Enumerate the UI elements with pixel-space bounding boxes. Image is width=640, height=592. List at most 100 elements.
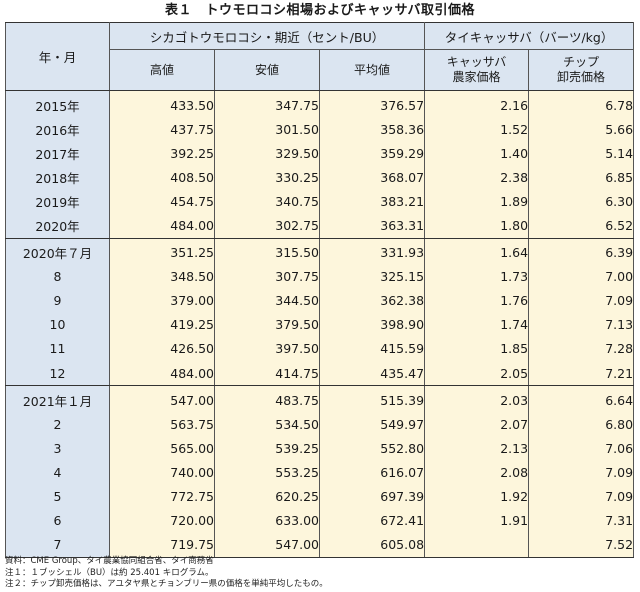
- table-row: 2 563.75 534.50 549.97 2.07 6.80: [5, 412, 635, 437]
- chip-price-cell: 7.09: [528, 460, 635, 485]
- low-cell: 315.50: [214, 238, 320, 265]
- farm-price-cell: 2.13: [424, 436, 530, 461]
- table-row: 11 426.50 397.50 415.59 1.85 7.28: [5, 336, 635, 362]
- farm-price-cell: 1.52: [424, 117, 530, 142]
- high-cell: 392.25: [109, 141, 215, 166]
- low-cell: 534.50: [214, 412, 320, 437]
- row-label-cell: 2020年: [5, 213, 110, 239]
- avg-cell: 363.31: [318, 213, 426, 239]
- chip-price-cell: 7.00: [528, 264, 635, 289]
- chip-price-cell: 6.64: [528, 385, 635, 413]
- chip-price-cell: 6.30: [528, 189, 635, 214]
- table-row: 2016年 437.75 301.50 358.36 1.52 5.66: [5, 117, 635, 142]
- farm-price-cell: 2.07: [424, 412, 530, 437]
- row-label-cell: 2020年７月: [5, 238, 110, 265]
- row-label-cell: 8: [5, 264, 110, 289]
- avg-header: 平均値: [318, 49, 426, 91]
- low-cell: 330.25: [214, 165, 320, 190]
- table-header: 年・月 シカゴトウモロコシ・期近（セント/BU） タイキャッサバ（バーツ/kg）…: [5, 22, 635, 91]
- high-cell: 740.00: [109, 460, 215, 485]
- avg-cell: 552.80: [318, 436, 426, 461]
- table-row: 10 419.25 379.50 398.90 1.74 7.13: [5, 312, 635, 337]
- row-label-cell: 7: [5, 532, 110, 558]
- row-label-cell: 6: [5, 508, 110, 533]
- farm-price-cell: [424, 532, 530, 558]
- farm-price-header: キャッサバ 農家価格: [424, 49, 530, 91]
- low-cell: 347.75: [214, 90, 320, 118]
- table-title: 表１ トウモロコシ相場およびキャッサバ取引価格: [165, 3, 475, 18]
- farm-price-cell: 1.40: [424, 141, 530, 166]
- row-label-header: 年・月: [5, 22, 110, 91]
- avg-cell: 383.21: [318, 189, 426, 214]
- farm-price-cell: 1.92: [424, 484, 530, 509]
- low-cell: 547.00: [214, 532, 320, 558]
- high-cell: 484.00: [109, 213, 215, 239]
- high-cell: 433.50: [109, 90, 215, 118]
- high-cell: 565.00: [109, 436, 215, 461]
- row-label-cell: 2018年: [5, 165, 110, 190]
- table-row: 2018年 408.50 330.25 368.07 2.38 6.85: [5, 165, 635, 190]
- low-cell: 539.25: [214, 436, 320, 461]
- high-cell: 719.75: [109, 532, 215, 558]
- corn-group-header: シカゴトウモロコシ・期近（セント/BU）: [108, 22, 426, 50]
- avg-cell: 672.41: [318, 508, 426, 533]
- farm-header-line1: キャッサバ: [446, 55, 507, 69]
- row-label-cell: 2015年: [5, 90, 110, 118]
- table-row: 6 720.00 633.00 672.41 1.91 7.31: [5, 508, 635, 533]
- table-row: 2020年７月 351.25 315.50 331.93 1.64 6.39: [5, 238, 635, 265]
- row-label-cell: 3: [5, 436, 110, 461]
- chip-price-cell: 7.13: [528, 312, 635, 337]
- chip-price-cell: 5.14: [528, 141, 635, 166]
- high-cell: 408.50: [109, 165, 215, 190]
- chip-price-cell: 7.09: [528, 484, 635, 509]
- high-cell: 348.50: [109, 264, 215, 289]
- chip-header-line2: 卸売価格: [557, 70, 606, 84]
- high-cell: 720.00: [109, 508, 215, 533]
- table-row: 2021年１月 547.00 483.75 515.39 2.03 6.64: [5, 385, 635, 413]
- farm-price-cell: 1.73: [424, 264, 530, 289]
- high-cell: 426.50: [109, 336, 215, 362]
- low-cell: 414.75: [214, 361, 320, 387]
- row-label-cell: 2021年１月: [5, 385, 110, 413]
- low-header: 安値: [214, 49, 320, 91]
- farm-price-cell: 2.08: [424, 460, 530, 485]
- farm-price-cell: 1.74: [424, 312, 530, 337]
- high-cell: 772.75: [109, 484, 215, 509]
- high-header: 高値: [109, 49, 215, 91]
- avg-cell: 435.47: [318, 361, 426, 387]
- high-cell: 547.00: [109, 385, 215, 413]
- avg-cell: 325.15: [318, 264, 426, 289]
- low-cell: 307.75: [214, 264, 320, 289]
- table-row: 7 719.75 547.00 605.08 7.52: [5, 532, 635, 558]
- farm-price-cell: 2.38: [424, 165, 530, 190]
- chip-price-cell: 7.06: [528, 436, 635, 461]
- chip-price-cell: 6.52: [528, 213, 635, 239]
- row-label-cell: 2017年: [5, 141, 110, 166]
- farm-price-cell: 2.03: [424, 385, 530, 413]
- table-row: 12 484.00 414.75 435.47 2.05 7.21: [5, 361, 635, 387]
- avg-cell: 368.07: [318, 165, 426, 190]
- avg-cell: 398.90: [318, 312, 426, 337]
- row-label-cell: 2019年: [5, 189, 110, 214]
- farm-price-cell: 1.89: [424, 189, 530, 214]
- row-label-cell: 11: [5, 336, 110, 362]
- avg-cell: 331.93: [318, 238, 426, 265]
- note-1: 注１：１ブッシェル（BU）は約 25.401 キログラム。: [5, 567, 214, 578]
- note-2: 注２：チップ卸売価格は、アユタヤ県とチョンブリー県の価格を単純平均したもの。: [5, 579, 328, 589]
- low-cell: 344.50: [214, 288, 320, 313]
- low-cell: 553.25: [214, 460, 320, 485]
- high-cell: 484.00: [109, 361, 215, 387]
- row-label-cell: 2016年: [5, 117, 110, 142]
- chip-price-cell: 7.28: [528, 336, 635, 362]
- chip-price-header: チップ 卸売価格: [528, 49, 635, 91]
- table-row: 2017年 392.25 329.50 359.29 1.40 5.14: [5, 141, 635, 166]
- low-cell: 340.75: [214, 189, 320, 214]
- low-cell: 620.25: [214, 484, 320, 509]
- table-body: 2015年 433.50 347.75 376.57 2.16 6.78 2016年 437.…: [5, 90, 635, 558]
- avg-cell: 605.08: [318, 532, 426, 558]
- chip-price-cell: 5.66: [528, 117, 635, 142]
- row-label-cell: 12: [5, 361, 110, 387]
- chip-header-line1: チップ: [563, 55, 600, 69]
- high-cell: 563.75: [109, 412, 215, 437]
- high-cell: 437.75: [109, 117, 215, 142]
